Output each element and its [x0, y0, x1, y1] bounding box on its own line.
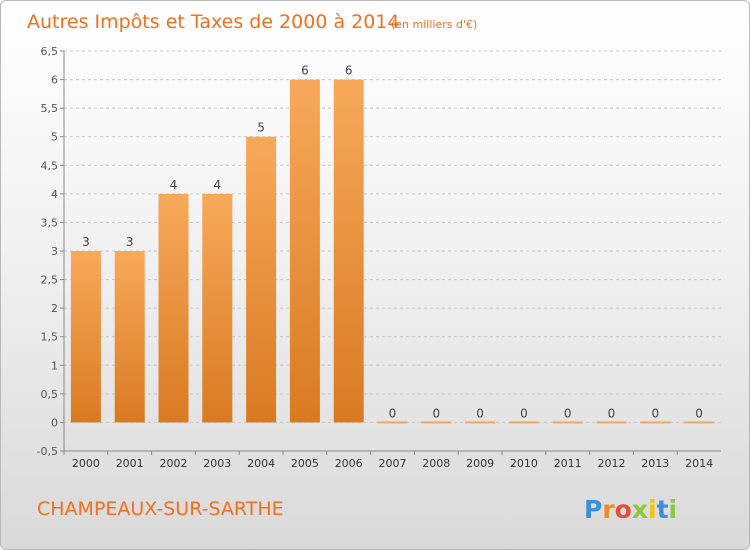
y-axis: -0,5 0 0,5 1 1,5 2 2,5 3 3,5 4 4,5 5 5,5 6 6,5	[37, 45, 64, 458]
data-label: 0	[695, 406, 703, 420]
commune-name: CHAMPEAUX-SUR-SARTHE	[37, 498, 284, 520]
data-label: 0	[608, 406, 616, 420]
data-label: 4	[213, 178, 221, 192]
data-label: 0	[520, 406, 528, 420]
logo-letter: i	[669, 495, 678, 524]
y-tick-label: 4,5	[41, 159, 59, 172]
x-tick-label: 2010	[510, 457, 538, 470]
y-tick-label: 4	[51, 188, 58, 201]
y-tick-label: 0	[51, 416, 58, 429]
x-tick-label: 2003	[203, 457, 231, 470]
bar	[158, 193, 189, 423]
y-tick-label: 5,5	[41, 102, 59, 115]
bar	[640, 421, 671, 424]
y-tick-label: 6	[51, 74, 58, 87]
logo-letter: t	[657, 495, 669, 524]
logo-letter: o	[615, 495, 632, 524]
y-tick-label: 2,5	[41, 274, 59, 287]
data-label: 0	[651, 406, 659, 420]
y-tick-label: 3,5	[41, 216, 59, 229]
bar	[552, 421, 583, 424]
y-tick-label: 6,5	[41, 45, 59, 58]
x-tick-label: 2008	[422, 457, 450, 470]
x-tick-label: 2000	[72, 457, 100, 470]
x-tick-label: 2001	[116, 457, 144, 470]
data-label: 4	[170, 178, 178, 192]
y-tick-label: 0,5	[41, 388, 59, 401]
data-label: 6	[301, 64, 309, 78]
bar	[465, 421, 496, 424]
logo-letter: r	[602, 495, 615, 524]
data-label: 0	[476, 406, 484, 420]
bar	[421, 421, 452, 424]
bars: 3 3 4 4 5 6 6 0 0 0 0 0 0 0 0	[70, 64, 715, 424]
data-label: 6	[345, 64, 353, 78]
bar	[684, 421, 715, 424]
logo-letter: P	[584, 495, 602, 524]
x-tick-label: 2009	[466, 457, 494, 470]
data-label: 5	[257, 121, 265, 135]
bar	[333, 79, 364, 423]
data-label: 3	[126, 235, 134, 249]
x-tick-label: 2011	[554, 457, 582, 470]
x-tick-label: 2004	[247, 457, 275, 470]
x-tick-label: 2014	[685, 457, 713, 470]
data-label: 3	[82, 235, 90, 249]
data-label: 0	[564, 406, 572, 420]
y-tick-label: 5	[51, 131, 58, 144]
x-tick-label: 2006	[335, 457, 363, 470]
data-label: 0	[389, 406, 397, 420]
y-tick-label: 1,5	[41, 331, 59, 344]
bar	[246, 136, 277, 423]
x-tick-label: 2012	[598, 457, 626, 470]
y-tick-label: -0,5	[37, 445, 58, 458]
bar	[202, 193, 233, 423]
y-tick-label: 1	[51, 359, 58, 372]
chart-title: Autres Impôts et Taxes de 2000 à 2014	[27, 11, 400, 33]
x-tick-label: 2013	[641, 457, 669, 470]
bar	[508, 421, 539, 424]
logo-letter: x	[632, 495, 648, 524]
y-tick-label: 2	[51, 302, 58, 315]
x-tick-label: 2005	[291, 457, 319, 470]
bar	[289, 79, 320, 423]
bar	[596, 421, 627, 424]
proxiti-logo: Proxiti	[584, 495, 677, 524]
bar	[377, 421, 408, 424]
bar	[114, 251, 145, 423]
x-axis: 2000 2001 2002 2003 2004 2005 2006 2007 2008 2009…	[63, 451, 713, 470]
x-tick-label: 2002	[160, 457, 188, 470]
x-tick-label: 2007	[379, 457, 407, 470]
logo-letter: i	[648, 495, 657, 524]
y-tick-label: 3	[51, 245, 58, 258]
chart-subtitle: (en milliers d'€)	[391, 18, 477, 31]
data-label: 0	[432, 406, 440, 420]
bar	[70, 251, 101, 423]
